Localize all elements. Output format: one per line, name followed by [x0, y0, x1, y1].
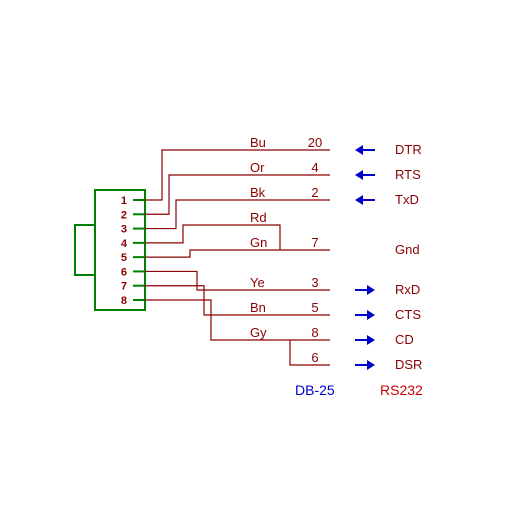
- wire: [145, 250, 330, 257]
- wire-color-label: Bu: [250, 135, 266, 150]
- arrow-head-in: [355, 195, 363, 205]
- rj-pin-number: 1: [121, 195, 127, 207]
- signal-label: RxD: [395, 282, 420, 297]
- rj-connector-tab: [75, 225, 95, 275]
- rj-pin-number: 6: [121, 266, 127, 278]
- arrow-head-out: [367, 335, 375, 345]
- db25-pin-number: 8: [311, 325, 318, 340]
- rj-pin-number: 3: [121, 224, 127, 236]
- rj-pin-number: 4: [121, 238, 128, 250]
- db25-pin-number: 6: [311, 350, 318, 365]
- signal-label: CD: [395, 332, 414, 347]
- footer-db25-label: DB-25: [295, 382, 335, 398]
- rj-pin-number: 5: [121, 252, 127, 264]
- db25-pin-number: 2: [311, 185, 318, 200]
- arrow-head-in: [355, 170, 363, 180]
- wire: [145, 175, 330, 214]
- wire-branch: [290, 340, 330, 365]
- wire-color-label: Bn: [250, 300, 266, 315]
- pinout-diagram: 1 2 3 4 5 6 7 8 Bu 20 DTR Or 4 RTS Bk 2 TxD Rd Gn 7 Gnd Ye 3 Rx…: [0, 0, 512, 512]
- db25-pin-number: 5: [311, 300, 318, 315]
- wire-color-label: Gy: [250, 325, 267, 340]
- footer-rs232-label: RS232: [380, 382, 423, 398]
- wire-color-label: Rd: [250, 210, 267, 225]
- db25-pin-number: 20: [308, 135, 322, 150]
- signal-label: CTS: [395, 307, 421, 322]
- wire-color-label: Ye: [250, 275, 265, 290]
- arrow-head-out: [367, 310, 375, 320]
- db25-pin-number: 7: [311, 235, 318, 250]
- db25-pin-number: 4: [311, 160, 318, 175]
- arrow-head-out: [367, 285, 375, 295]
- signal-label: DSR: [395, 357, 422, 372]
- wire: [145, 200, 330, 229]
- wire-color-label: Bk: [250, 185, 266, 200]
- wire-color-label: Gn: [250, 235, 267, 250]
- rj-pin-number: 8: [121, 295, 127, 307]
- wire: [145, 300, 330, 340]
- rj-pin-number: 2: [121, 209, 127, 221]
- signal-label: Gnd: [395, 242, 420, 257]
- signal-label: RTS: [395, 167, 421, 182]
- wire: [145, 271, 330, 290]
- signal-label: DTR: [395, 142, 422, 157]
- arrow-head-out: [367, 360, 375, 370]
- arrow-head-in: [355, 145, 363, 155]
- rj-pin-number: 7: [121, 281, 127, 293]
- signal-label: TxD: [395, 192, 419, 207]
- db25-pin-number: 3: [311, 275, 318, 290]
- wire-color-label: Or: [250, 160, 265, 175]
